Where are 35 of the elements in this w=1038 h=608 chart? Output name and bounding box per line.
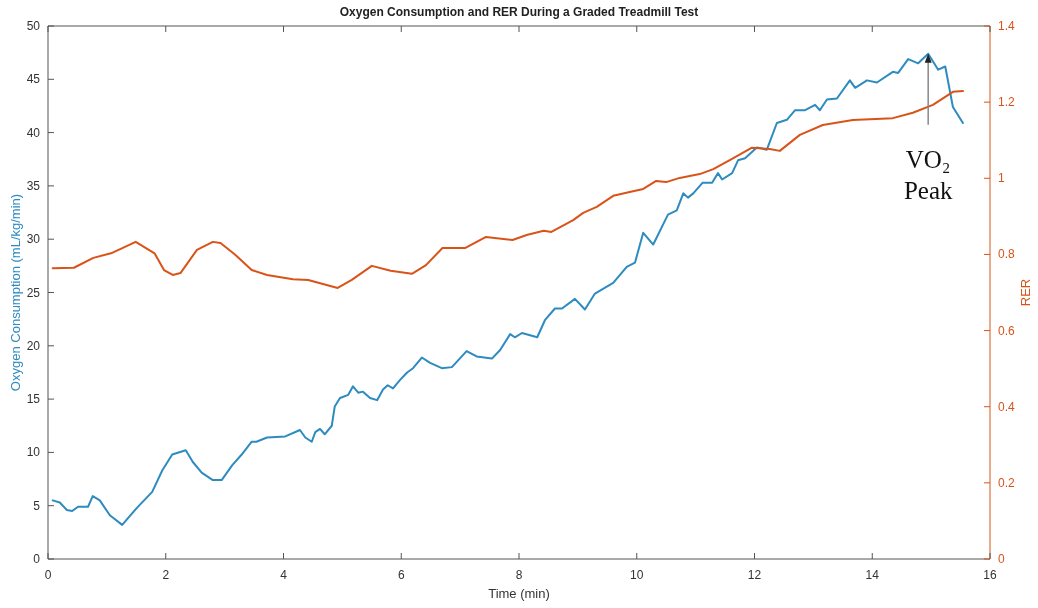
annotation: VO₂ Peak [903,145,953,204]
y2-tick-label: 1.2 [998,95,1016,110]
x-tick-label: 4 [280,568,288,582]
y2-tick-label: 0.2 [998,475,1016,490]
y2-tick-label: 0 [998,552,1005,566]
x-tick-label: 0 [44,568,52,582]
y-tick-label: 40 [26,125,41,140]
y2-tick-label: 0.4 [998,399,1016,414]
x-tick-label: 12 [747,568,762,582]
line-series [51,90,964,289]
chart-title: Oxygen Consumption and RER During a Graded Treadmill Test [339,5,699,19]
y-tick-label: 10 [26,445,41,460]
y-tick-label: 5 [33,498,41,513]
y-tick-label: 35 [26,178,41,193]
x-axis-title: Time (min) [488,586,550,601]
y-tick-label: 25 [26,285,41,300]
y2-tick-label: 1 [998,171,1005,186]
y-tick-label: 0 [33,552,41,566]
x-tick-label: 2 [162,568,170,582]
line-series [51,52,964,526]
y-tick-label: 30 [26,232,41,247]
x-tick-label: 10 [630,568,644,582]
y-tick-label: 45 [26,72,41,87]
x-tick-label: 16 [983,568,997,582]
y-tick-label: 15 [26,392,41,407]
y2-tick-label: 1.4 [998,19,1016,33]
x-tick-label: 14 [865,568,880,582]
y2-tick-label: 0.8 [998,247,1016,262]
y-tick-label: 20 [26,338,41,353]
x-tick-label: 8 [515,568,523,582]
x-tick-label: 6 [397,568,405,582]
y2-tick-label: 0.6 [998,323,1016,338]
y-tick-label: 50 [26,19,41,33]
y2-axis-title: RER [1018,278,1033,307]
y-axis-title: Oxygen Consumption (mL/kg/min) [8,193,23,392]
